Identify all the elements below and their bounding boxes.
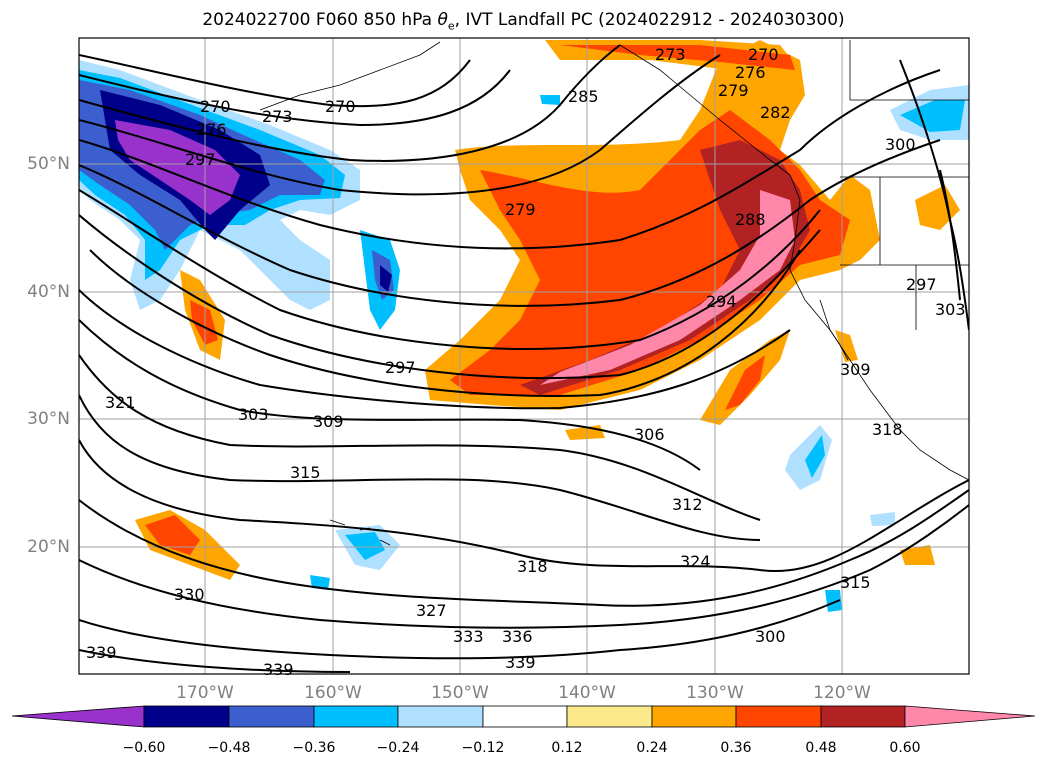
- contour-label: 333: [453, 627, 484, 646]
- colorbar-tick: 0.48: [805, 740, 837, 756]
- contour-label: 312: [672, 495, 703, 514]
- contour-label: 315: [290, 463, 321, 482]
- contour-label: 279: [505, 200, 536, 219]
- lat-label: 40°N: [27, 282, 70, 302]
- colorbar-tick: 0.36: [720, 740, 752, 756]
- colorbar-tick: −0.24: [376, 740, 420, 756]
- contour-label: 297: [906, 275, 937, 294]
- contour-label: 300: [755, 627, 786, 646]
- colorbar-tick: −0.48: [207, 740, 251, 756]
- theta-e-contours: [79, 44, 969, 673]
- graticule: [79, 38, 969, 674]
- contour-labels: 270 273 270 276 297 285 273 270 276 279 …: [86, 45, 966, 679]
- contour-label: 318: [517, 557, 548, 576]
- lon-label: 130°W: [686, 683, 744, 703]
- contour-label: 327: [416, 601, 447, 620]
- contour-label: 321: [105, 393, 136, 412]
- lon-label: 160°W: [304, 683, 362, 703]
- colorbar: [11, 705, 1036, 728]
- contour-label: 309: [313, 412, 344, 431]
- contour-label: 276: [735, 63, 766, 82]
- contour-label: 294: [706, 292, 737, 311]
- contour-label: 297: [185, 150, 216, 169]
- coastlines: [259, 40, 969, 546]
- contour-label: 285: [568, 87, 599, 106]
- lon-label: 140°W: [558, 683, 616, 703]
- contour-label: 270: [325, 97, 356, 116]
- contour-label: 273: [262, 107, 293, 126]
- contour-label: 303: [238, 405, 269, 424]
- contour-label: 279: [718, 81, 749, 100]
- lon-label: 150°W: [431, 683, 489, 703]
- map-title: 2024022700 F060 850 hPa θe, IVT Landfall…: [202, 10, 845, 33]
- contour-label: 276: [196, 120, 227, 139]
- contour-label: 339: [86, 643, 117, 662]
- contour-label: 339: [505, 653, 536, 672]
- colorbar-tick: 0.24: [636, 740, 668, 756]
- contour-label: 309: [840, 360, 871, 379]
- contour-label: 300: [885, 135, 916, 154]
- contour-label: 270: [748, 45, 779, 64]
- lon-label: 120°W: [813, 683, 871, 703]
- contour-label: 270: [200, 97, 231, 116]
- contour-label: 336: [502, 627, 533, 646]
- contour-label: 282: [760, 103, 791, 122]
- colorbar-tick: 0.60: [889, 740, 921, 756]
- map-frame: [78, 37, 970, 675]
- contour-label: 330: [174, 585, 205, 604]
- colorbar-tick: −0.60: [122, 740, 166, 756]
- colorbar-tick: −0.12: [461, 740, 505, 756]
- contour-label: 297: [385, 358, 416, 377]
- colorbar-tick: 0.12: [551, 740, 583, 756]
- lat-label: 20°N: [27, 537, 70, 557]
- contour-label: 288: [735, 210, 766, 229]
- contour-label: 273: [655, 45, 686, 64]
- contour-label: 303: [935, 300, 966, 319]
- contour-label: 324: [680, 552, 711, 571]
- colorbar-extend-low: [11, 705, 145, 728]
- lat-label: 50°N: [27, 154, 70, 174]
- contour-label: 315: [840, 573, 871, 592]
- colorbar-tick: −0.36: [292, 740, 336, 756]
- colorbar-extend-high: [904, 705, 1036, 728]
- contour-label: 339: [263, 660, 294, 679]
- lon-label: 170°W: [176, 683, 234, 703]
- lat-label: 30°N: [27, 409, 70, 429]
- contour-label: 318: [872, 420, 903, 439]
- contour-label: 306: [634, 425, 665, 444]
